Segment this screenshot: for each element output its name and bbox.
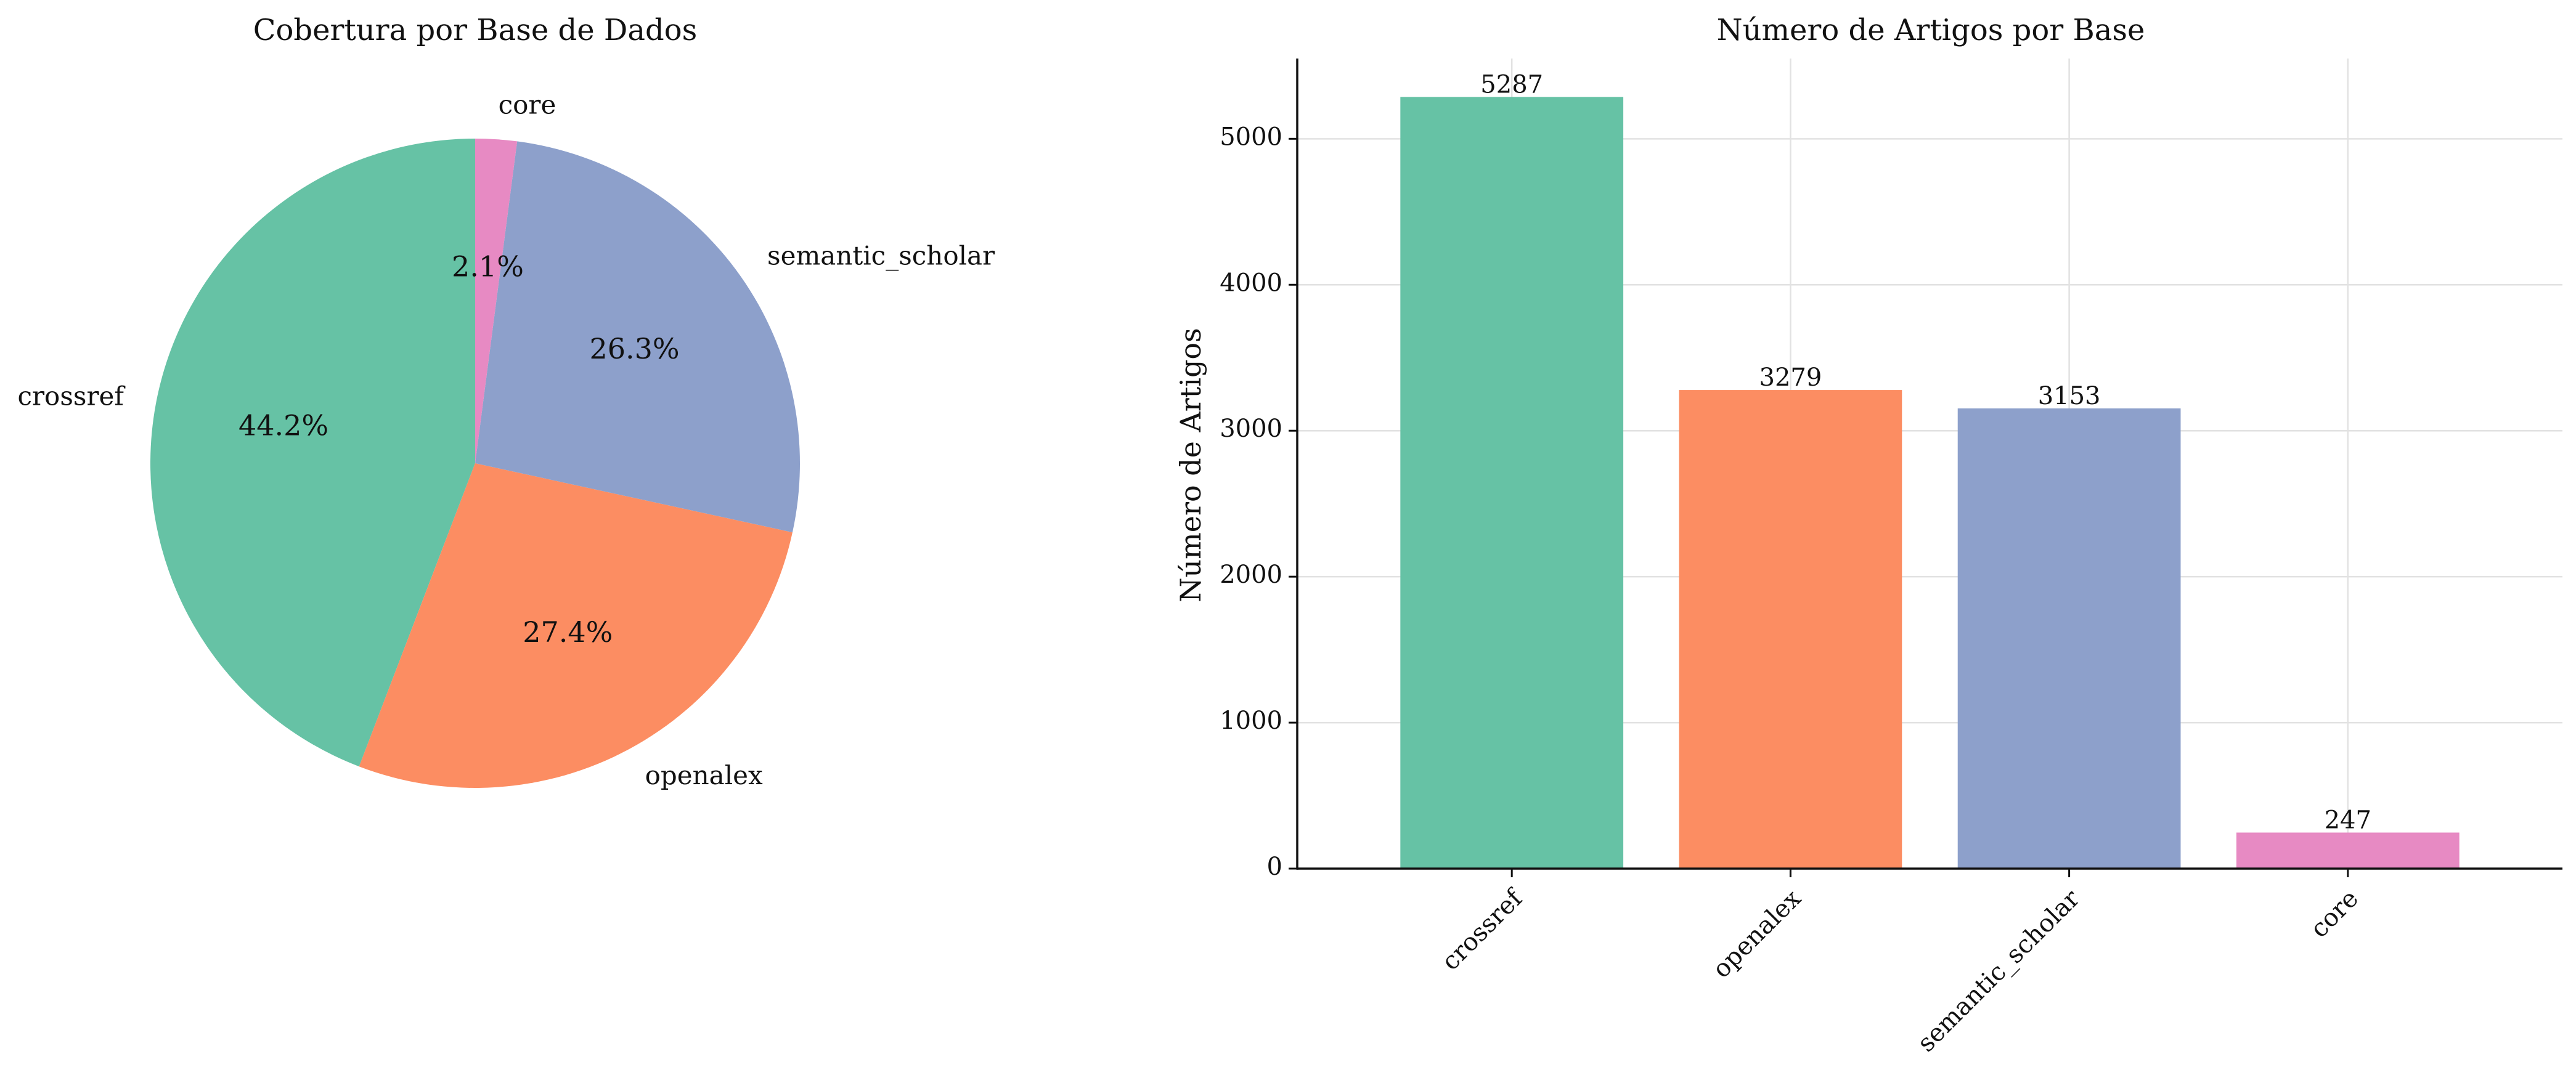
pie-slice-openalex [359, 463, 793, 789]
pie-chart-title: Cobertura por Base de Dados [253, 13, 698, 47]
bar-value-label-core: 247 [2325, 806, 2371, 834]
pie-slices [150, 139, 800, 789]
y-tick-label: 5000 [1220, 123, 1282, 151]
pie-label-crossref: crossref [17, 381, 126, 412]
bar-value-label-openalex: 3279 [1759, 363, 1822, 392]
y-tick-label: 1000 [1220, 707, 1282, 735]
bar-core [2236, 832, 2460, 869]
pie-slice-crossref [150, 139, 476, 767]
pie-labels: crossref 44.2% openalex 27.4% semantic_schol… [17, 90, 995, 790]
bar-value-label-crossref: 5287 [1480, 70, 1543, 99]
bar-semantic-scholar [1957, 408, 2181, 869]
pie-label-core: core [499, 90, 556, 120]
bar-crossref [1400, 97, 1624, 869]
bar-value-label-semantic-scholar: 3153 [2038, 382, 2101, 410]
pie-slice-core [475, 139, 518, 463]
bar-openalex [1679, 390, 1902, 869]
pie-slice-semantic-scholar [475, 141, 800, 533]
y-axis-label: Número de Artigos [1174, 328, 1207, 602]
pie-label-semantic-scholar: semantic_scholar [767, 240, 995, 270]
bar-bars: 5287 3279 3153 247 [1400, 70, 2460, 869]
y-tick-label: 2000 [1220, 561, 1282, 589]
y-tick-label: 3000 [1220, 415, 1282, 443]
y-tick-label: 0 [1267, 853, 1282, 881]
pie-percent-crossref: 44.2% [238, 409, 328, 442]
pie-label-openalex: openalex [645, 760, 763, 790]
pie-percent-semantic-scholar: 26.3% [590, 332, 680, 365]
bar-chart-title: Número de Artigos por Base [1717, 13, 2145, 47]
pie-percent-openalex: 27.4% [523, 615, 613, 649]
pie-percent-core: 2.1% [452, 249, 524, 283]
pie-chart: Cobertura por Base de Dados crossref 44.2… [17, 13, 995, 790]
y-tick-label: 4000 [1220, 269, 1282, 297]
